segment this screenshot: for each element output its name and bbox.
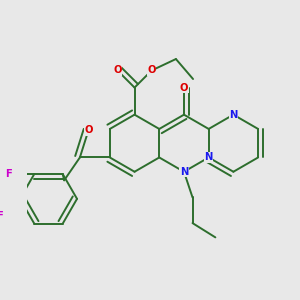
Text: F: F [5,169,12,179]
Text: O: O [180,82,188,93]
Text: O: O [113,65,122,75]
Text: F: F [0,211,3,221]
Text: N: N [229,110,238,120]
Text: N: N [205,152,213,163]
Text: N: N [180,167,188,177]
Text: O: O [84,125,93,135]
Text: O: O [147,65,156,75]
